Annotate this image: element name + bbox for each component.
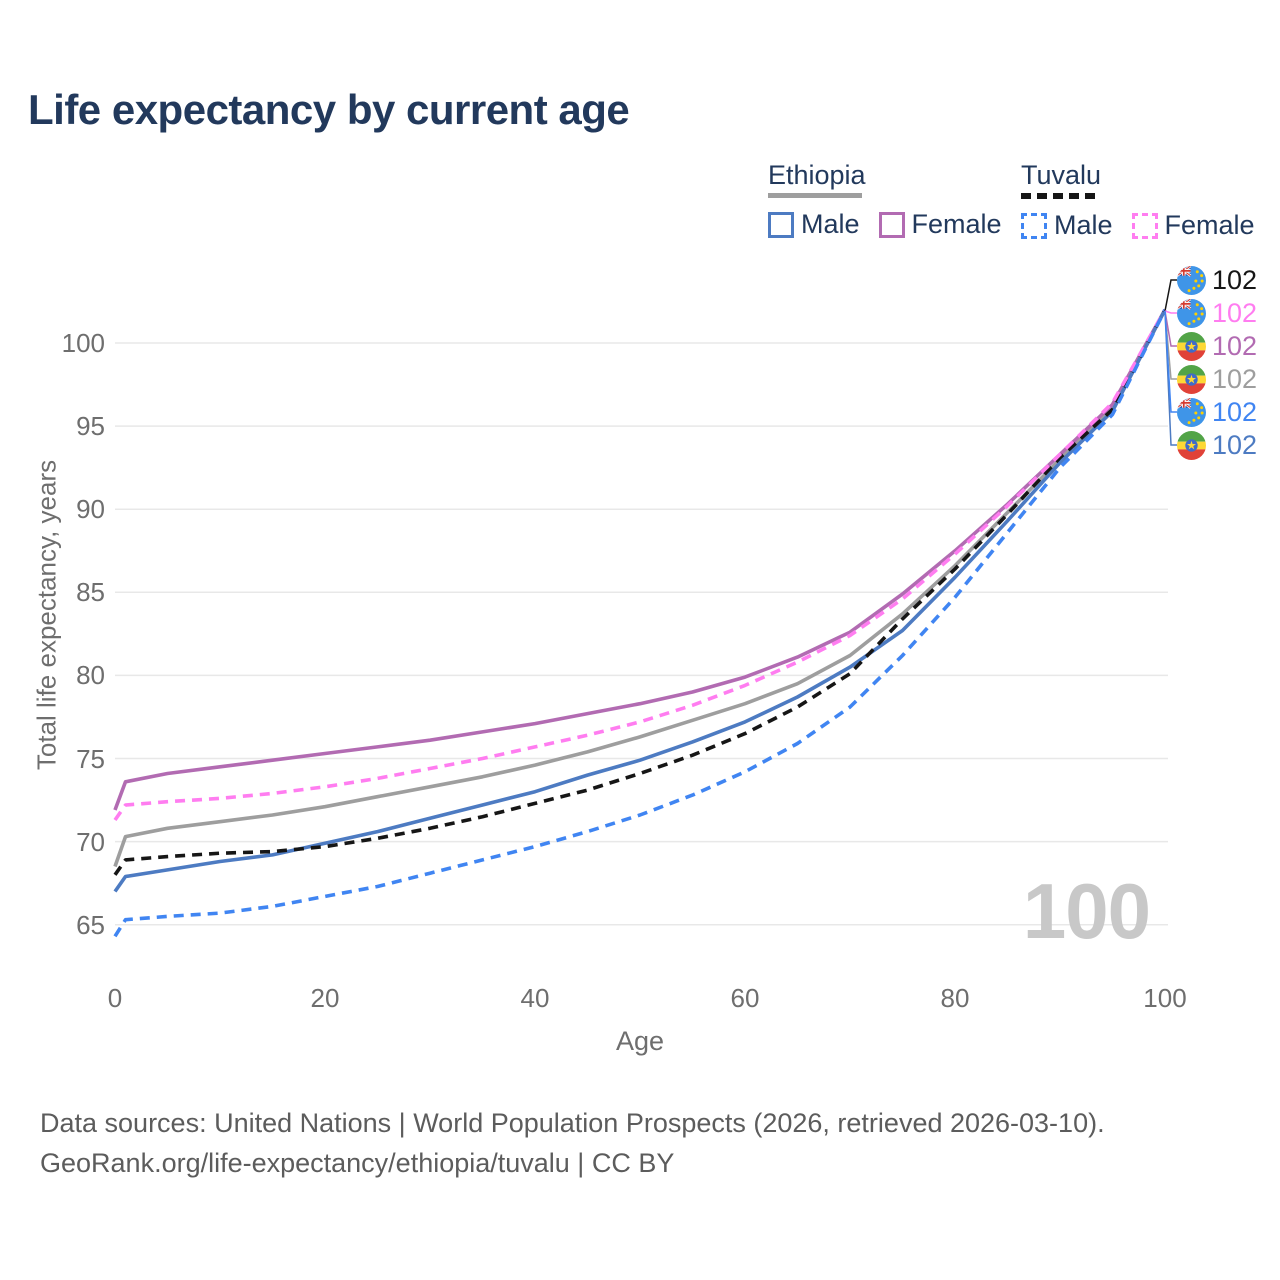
legend-item-tuvalu-male[interactable]: Male: [1021, 210, 1113, 241]
x-tick-label: 100: [1143, 983, 1187, 1013]
ethiopia-female-swatch-icon: [878, 211, 905, 238]
legend-label: Male: [801, 209, 860, 239]
legend-country-tuvalu[interactable]: Tuvalu: [1021, 160, 1102, 190]
ethiopia-flag-icon: [1177, 430, 1206, 460]
series-line-ethiopia-male[interactable]: [113, 308, 1167, 893]
legend-label: Female: [911, 209, 1002, 239]
tuvalu-male-swatch-icon: [1021, 212, 1047, 239]
y-tick-label: 70: [76, 826, 105, 857]
end-label-tuvalu-female[interactable]: 102: [1177, 298, 1257, 328]
tuvalu-flag-icon: [1177, 265, 1206, 295]
y-tick-label: 75: [76, 743, 105, 774]
end-label-value: 102: [1212, 396, 1258, 427]
end-label-ethiopia-male[interactable]: 102: [1177, 430, 1257, 460]
end-label-tuvalu-male[interactable]: 102: [1177, 397, 1257, 427]
data-sources-note: Data sources: United Nations | World Pop…: [40, 1108, 1105, 1138]
ethiopia-flag-icon: [1177, 331, 1206, 361]
legend-item-ethiopia-female[interactable]: Female: [878, 209, 1002, 240]
ethiopia-series-underline-swatch: [768, 193, 862, 198]
end-label-connector: [1164, 310, 1177, 413]
legend-item-tuvalu-female[interactable]: Female: [1131, 210, 1255, 241]
end-label-tuvalu-both[interactable]: 102: [1177, 265, 1257, 295]
series-line-ethiopia-female[interactable]: [113, 308, 1167, 811]
end-label-connector: [1164, 279, 1177, 312]
y-tick-label: 80: [76, 660, 105, 691]
end-label-value: 102: [1212, 363, 1258, 394]
y-tick-label: 90: [76, 494, 105, 525]
tuvalu-female-swatch-icon: [1131, 212, 1158, 239]
x-tick-label: 40: [520, 983, 550, 1013]
legend-label: Female: [1164, 210, 1255, 240]
legend-country-ethiopia[interactable]: Ethiopia: [768, 160, 866, 190]
series-line-tuvalu-male[interactable]: [113, 308, 1167, 938]
ethiopia-male-swatch-icon: [768, 211, 794, 238]
end-label-value: 102: [1212, 330, 1258, 361]
legend-group-tuvalu: Tuvalu Male Female: [1021, 160, 1274, 241]
x-axis-title: Age: [615, 1026, 665, 1056]
end-label-ethiopia-both[interactable]: 102: [1177, 364, 1257, 394]
series-line-tuvalu-female[interactable]: [113, 308, 1167, 822]
age-watermark: 100: [1022, 867, 1151, 955]
end-label-value: 102: [1212, 429, 1258, 460]
end-label-ethiopia-female[interactable]: 102: [1177, 331, 1257, 361]
end-label-connector: [1164, 310, 1177, 314]
legend-label: Male: [1054, 210, 1113, 240]
series-line-ethiopia-both[interactable]: [113, 308, 1167, 868]
tuvalu-series-underline-swatch: [1021, 193, 1099, 199]
end-label-connector: [1164, 310, 1177, 347]
tuvalu-flag-icon: [1177, 298, 1206, 328]
end-label-value: 102: [1212, 264, 1258, 295]
series-line-tuvalu-both[interactable]: [113, 308, 1167, 876]
end-label-value: 102: [1212, 297, 1258, 328]
y-tick-label: 100: [61, 328, 105, 358]
y-tick-label: 95: [76, 411, 105, 442]
x-tick-label: 20: [310, 983, 340, 1013]
ethiopia-flag-icon: [1177, 364, 1206, 394]
y-tick-label: 65: [76, 909, 105, 940]
tuvalu-flag-icon: [1177, 397, 1206, 427]
page-title: Life expectancy by current age: [28, 86, 630, 133]
legend-group-ethiopia: Ethiopia Male Female: [768, 160, 1021, 240]
attribution-note: GeoRank.org/life-expectancy/ethiopia/tuv…: [40, 1148, 675, 1178]
legend-item-ethiopia-male[interactable]: Male: [768, 209, 860, 240]
x-tick-label: 80: [940, 983, 970, 1013]
x-tick-label: 60: [730, 983, 760, 1013]
x-tick-label: 0: [107, 983, 123, 1013]
y-tick-label: 85: [76, 577, 105, 608]
